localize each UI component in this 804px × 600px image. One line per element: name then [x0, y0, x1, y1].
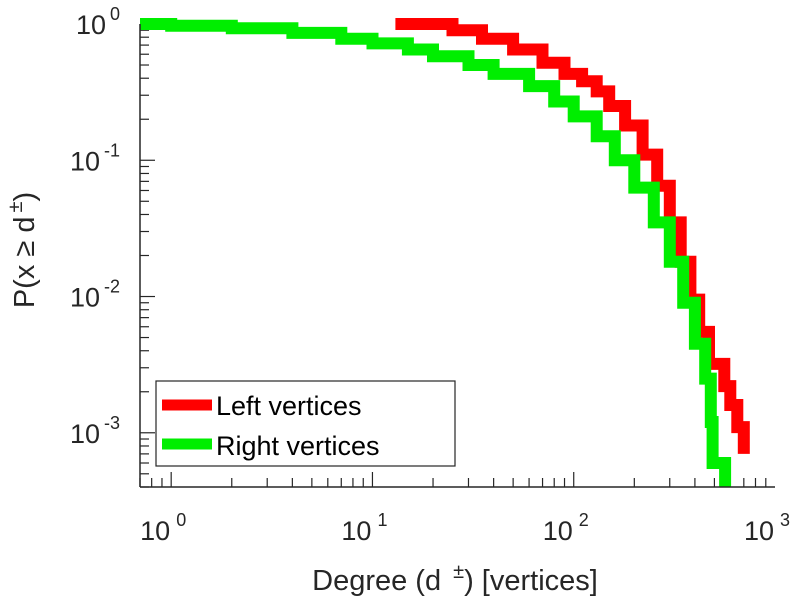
series-layer [140, 18, 750, 487]
legend-label-right-vertices: Right vertices [216, 431, 380, 461]
series-line-left-vertices [395, 18, 750, 454]
legend-box [155, 380, 456, 467]
y-tick-label: 10 -1 [70, 140, 120, 176]
y-axis-title: P(x ≥ d±) [5, 192, 41, 308]
x-tick-label: 10 0 [140, 510, 186, 546]
legend-label-left-vertices: Left vertices [216, 391, 362, 421]
minor-ticks [139, 23, 767, 488]
series-line-right-vertices [140, 18, 732, 487]
x-tick-label: 10 3 [744, 510, 790, 546]
y-tick-label: 10 -2 [70, 277, 120, 313]
x-tick-label: 10 2 [543, 510, 589, 546]
legend: Left vertices Right vertices [155, 380, 456, 467]
y-tick-label: 10 -3 [70, 413, 120, 449]
y-tick-label: 10 0 [76, 4, 120, 40]
x-axis-title: Degree (d ±) [vertices] [312, 561, 598, 597]
x-tick-label: 10 1 [341, 510, 387, 546]
tick-labels: 10 0 10 1 10 2 10 3 10 0 10 -1 10 -2 10 -3 [70, 4, 790, 546]
axes-layer [139, 24, 775, 488]
